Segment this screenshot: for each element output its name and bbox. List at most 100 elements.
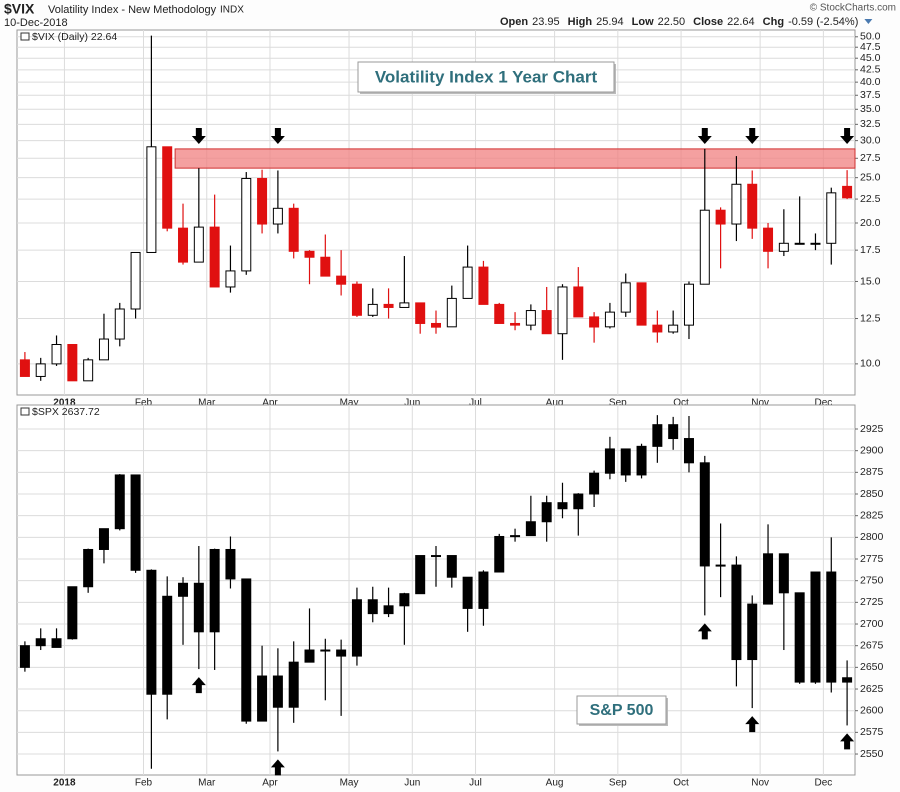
candle-body	[747, 183, 758, 229]
y-tick-label: 45.0	[860, 52, 881, 64]
candle-body	[19, 645, 30, 668]
candle-body	[67, 344, 78, 382]
x-tick-label: May	[340, 398, 359, 409]
candle-body	[462, 576, 473, 609]
y-tick-label: 37.5	[860, 89, 881, 101]
up-arrow	[270, 759, 285, 776]
x-tick-label: Aug	[546, 398, 564, 409]
legend-icon	[20, 32, 30, 41]
title-box	[357, 61, 615, 93]
y-tick-label: 2775	[860, 553, 884, 565]
candle-body	[209, 548, 220, 633]
candle-body	[446, 555, 457, 578]
up-arrow	[697, 623, 712, 640]
candle-body	[842, 185, 853, 199]
chart-title: S&P 500	[590, 702, 654, 719]
quote-label: High	[568, 16, 593, 28]
y-tick-label: 2675	[860, 639, 884, 651]
candle-body	[257, 675, 268, 722]
x-tick-label: Jun	[404, 398, 420, 409]
y-tick-label: 40.0	[860, 76, 881, 88]
x-tick-label: Dec	[814, 778, 832, 789]
y-tick-label: 10.0	[860, 358, 881, 370]
candle-body	[826, 192, 837, 244]
candle-body	[51, 638, 62, 648]
candle-body	[367, 303, 378, 316]
candle-body	[668, 324, 679, 333]
y-tick-label: 2650	[860, 661, 884, 673]
candle-body	[652, 424, 663, 447]
quote-value: -0.59 (-2.54%)	[788, 16, 858, 28]
y-tick-label: 2625	[860, 683, 884, 695]
candle-body	[541, 502, 552, 523]
resistance-band	[174, 148, 856, 169]
candle-body	[98, 338, 109, 361]
chart-title: Volatility Index 1 Year Chart	[375, 67, 598, 86]
date: 10-Dec-2018	[4, 17, 68, 29]
candle-body	[114, 474, 125, 530]
candle-body	[652, 324, 663, 333]
y-tick-label: 2700	[860, 618, 884, 630]
candle-body	[494, 303, 505, 324]
symbol-name: Volatility Index - New Methodology	[48, 4, 217, 16]
candle-body	[478, 266, 489, 305]
x-tick-label: Sep	[609, 398, 627, 409]
y-tick-label: 2925	[860, 423, 884, 435]
candle-body	[130, 474, 141, 571]
y-tick-label: 2850	[860, 488, 884, 500]
up-arrow	[191, 677, 206, 694]
candle-body	[636, 445, 647, 476]
candle-body	[241, 177, 252, 272]
down-arrow	[191, 128, 206, 144]
candle-body	[351, 283, 362, 316]
candle-body	[683, 438, 694, 464]
candle-body	[415, 302, 426, 324]
y-tick-label: 2900	[860, 444, 884, 456]
candle-body	[162, 146, 173, 229]
copyright: © StockCharts.com	[810, 3, 896, 14]
x-tick-label: Nov	[751, 398, 769, 409]
candle-body	[288, 207, 299, 252]
quote-value: 22.64	[727, 16, 755, 28]
candle-body	[209, 226, 220, 288]
y-tick-label: 30.0	[860, 134, 881, 146]
x-tick-label: Mar	[198, 398, 216, 409]
candle-body	[589, 316, 600, 328]
y-tick-label: 2550	[860, 748, 884, 760]
candle-body	[731, 183, 742, 225]
legend-label: $VIX (Daily) 22.64	[32, 31, 117, 43]
candle-body	[715, 564, 726, 567]
y-tick-label: 12.5	[860, 312, 881, 324]
candle-body	[778, 553, 789, 594]
quote-label: Low	[632, 16, 654, 28]
candle-body	[462, 266, 473, 299]
x-tick-label: Jun	[404, 778, 420, 789]
candle-body	[193, 582, 204, 633]
legend-icon	[20, 407, 30, 416]
plot-area	[16, 404, 856, 776]
candle-body	[778, 242, 789, 252]
symbol: $VIX	[4, 1, 35, 17]
candle-body	[620, 448, 631, 476]
candle-body	[51, 344, 62, 365]
x-tick-label: Jul	[469, 398, 482, 409]
candle-body	[478, 571, 489, 609]
x-tick-label: 2018	[53, 398, 76, 409]
candle-body	[683, 283, 694, 326]
y-tick-label: 20.0	[860, 217, 881, 229]
quote-value: 23.95	[532, 16, 560, 28]
y-tick-label: 50.0	[860, 31, 881, 43]
candle-body	[810, 242, 821, 245]
candle-body	[525, 521, 536, 537]
candle-body	[446, 297, 457, 328]
candle-body	[35, 363, 46, 377]
x-tick-label: Apr	[262, 778, 278, 789]
y-tick-label: 15.0	[860, 275, 881, 287]
candle-body	[304, 649, 315, 663]
down-arrow	[270, 128, 285, 144]
y-tick-label: 2750	[860, 574, 884, 586]
candle-body	[525, 310, 536, 326]
x-tick-label: Nov	[751, 778, 769, 789]
candle-body	[557, 502, 568, 510]
